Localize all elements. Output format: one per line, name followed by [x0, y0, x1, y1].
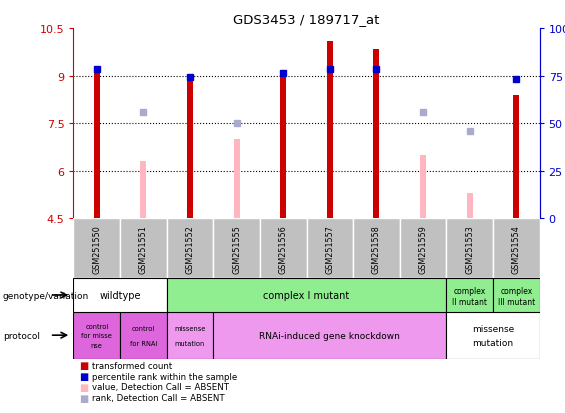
Text: for misse: for misse: [81, 332, 112, 339]
Bar: [260, 219, 306, 279]
Text: genotype/variation: genotype/variation: [3, 291, 89, 300]
Text: complex: complex: [454, 286, 486, 295]
Text: percentile rank within the sample: percentile rank within the sample: [92, 372, 237, 381]
Bar: [420, 156, 426, 219]
Text: GSM251554: GSM251554: [512, 225, 521, 273]
Bar: [94, 67, 100, 219]
Bar: [73, 312, 120, 359]
Bar: [167, 312, 213, 359]
Text: rank, Detection Call = ABSENT: rank, Detection Call = ABSENT: [92, 393, 224, 402]
Text: GSM251552: GSM251552: [185, 224, 194, 273]
Text: ■: ■: [79, 371, 88, 381]
Bar: [327, 42, 333, 219]
Bar: [306, 219, 353, 279]
Bar: [233, 140, 240, 219]
Bar: [120, 312, 167, 359]
Bar: [280, 75, 286, 219]
Bar: [73, 279, 167, 312]
Text: GSM251557: GSM251557: [325, 224, 334, 273]
Text: II mutant: II mutant: [452, 297, 487, 306]
Text: III mutant: III mutant: [498, 297, 535, 306]
Text: complex: complex: [500, 286, 532, 295]
Text: ■: ■: [79, 393, 88, 403]
Bar: [167, 279, 446, 312]
Text: value, Detection Call = ABSENT: value, Detection Call = ABSENT: [92, 382, 228, 392]
Bar: [493, 279, 540, 312]
Bar: [187, 81, 193, 219]
Text: complex I mutant: complex I mutant: [263, 290, 350, 300]
Text: control: control: [85, 323, 108, 329]
Text: nse: nse: [91, 342, 103, 348]
Text: missense: missense: [174, 325, 206, 331]
Text: mutation: mutation: [472, 338, 514, 347]
Text: GSM251558: GSM251558: [372, 225, 381, 273]
Text: GSM251555: GSM251555: [232, 224, 241, 273]
Text: GSM251551: GSM251551: [139, 225, 148, 273]
Bar: [120, 219, 167, 279]
Text: ■: ■: [79, 361, 88, 370]
Bar: [167, 219, 213, 279]
Bar: [73, 219, 120, 279]
Bar: [446, 219, 493, 279]
Text: protocol: protocol: [3, 331, 40, 340]
Text: GSM251556: GSM251556: [279, 225, 288, 273]
Title: GDS3453 / 189717_at: GDS3453 / 189717_at: [233, 13, 380, 26]
Text: ■: ■: [79, 382, 88, 392]
Bar: [493, 219, 540, 279]
Bar: [399, 219, 446, 279]
Bar: [353, 219, 400, 279]
Text: GSM251550: GSM251550: [92, 225, 101, 273]
Bar: [373, 50, 380, 219]
Text: wildtype: wildtype: [99, 290, 141, 300]
Bar: [467, 194, 473, 219]
Text: control: control: [132, 325, 155, 331]
Text: RNAi-induced gene knockdown: RNAi-induced gene knockdown: [259, 331, 400, 340]
Text: for RNAi: for RNAi: [130, 340, 157, 346]
Bar: [446, 312, 540, 359]
Bar: [446, 279, 493, 312]
Text: mutation: mutation: [175, 340, 205, 346]
Text: transformed count: transformed count: [92, 361, 172, 370]
Bar: [513, 95, 519, 219]
Bar: [214, 312, 446, 359]
Text: GSM251559: GSM251559: [419, 224, 428, 273]
Bar: [140, 162, 146, 219]
Text: GSM251553: GSM251553: [465, 225, 474, 273]
Bar: [214, 219, 260, 279]
Text: missense: missense: [472, 324, 514, 333]
